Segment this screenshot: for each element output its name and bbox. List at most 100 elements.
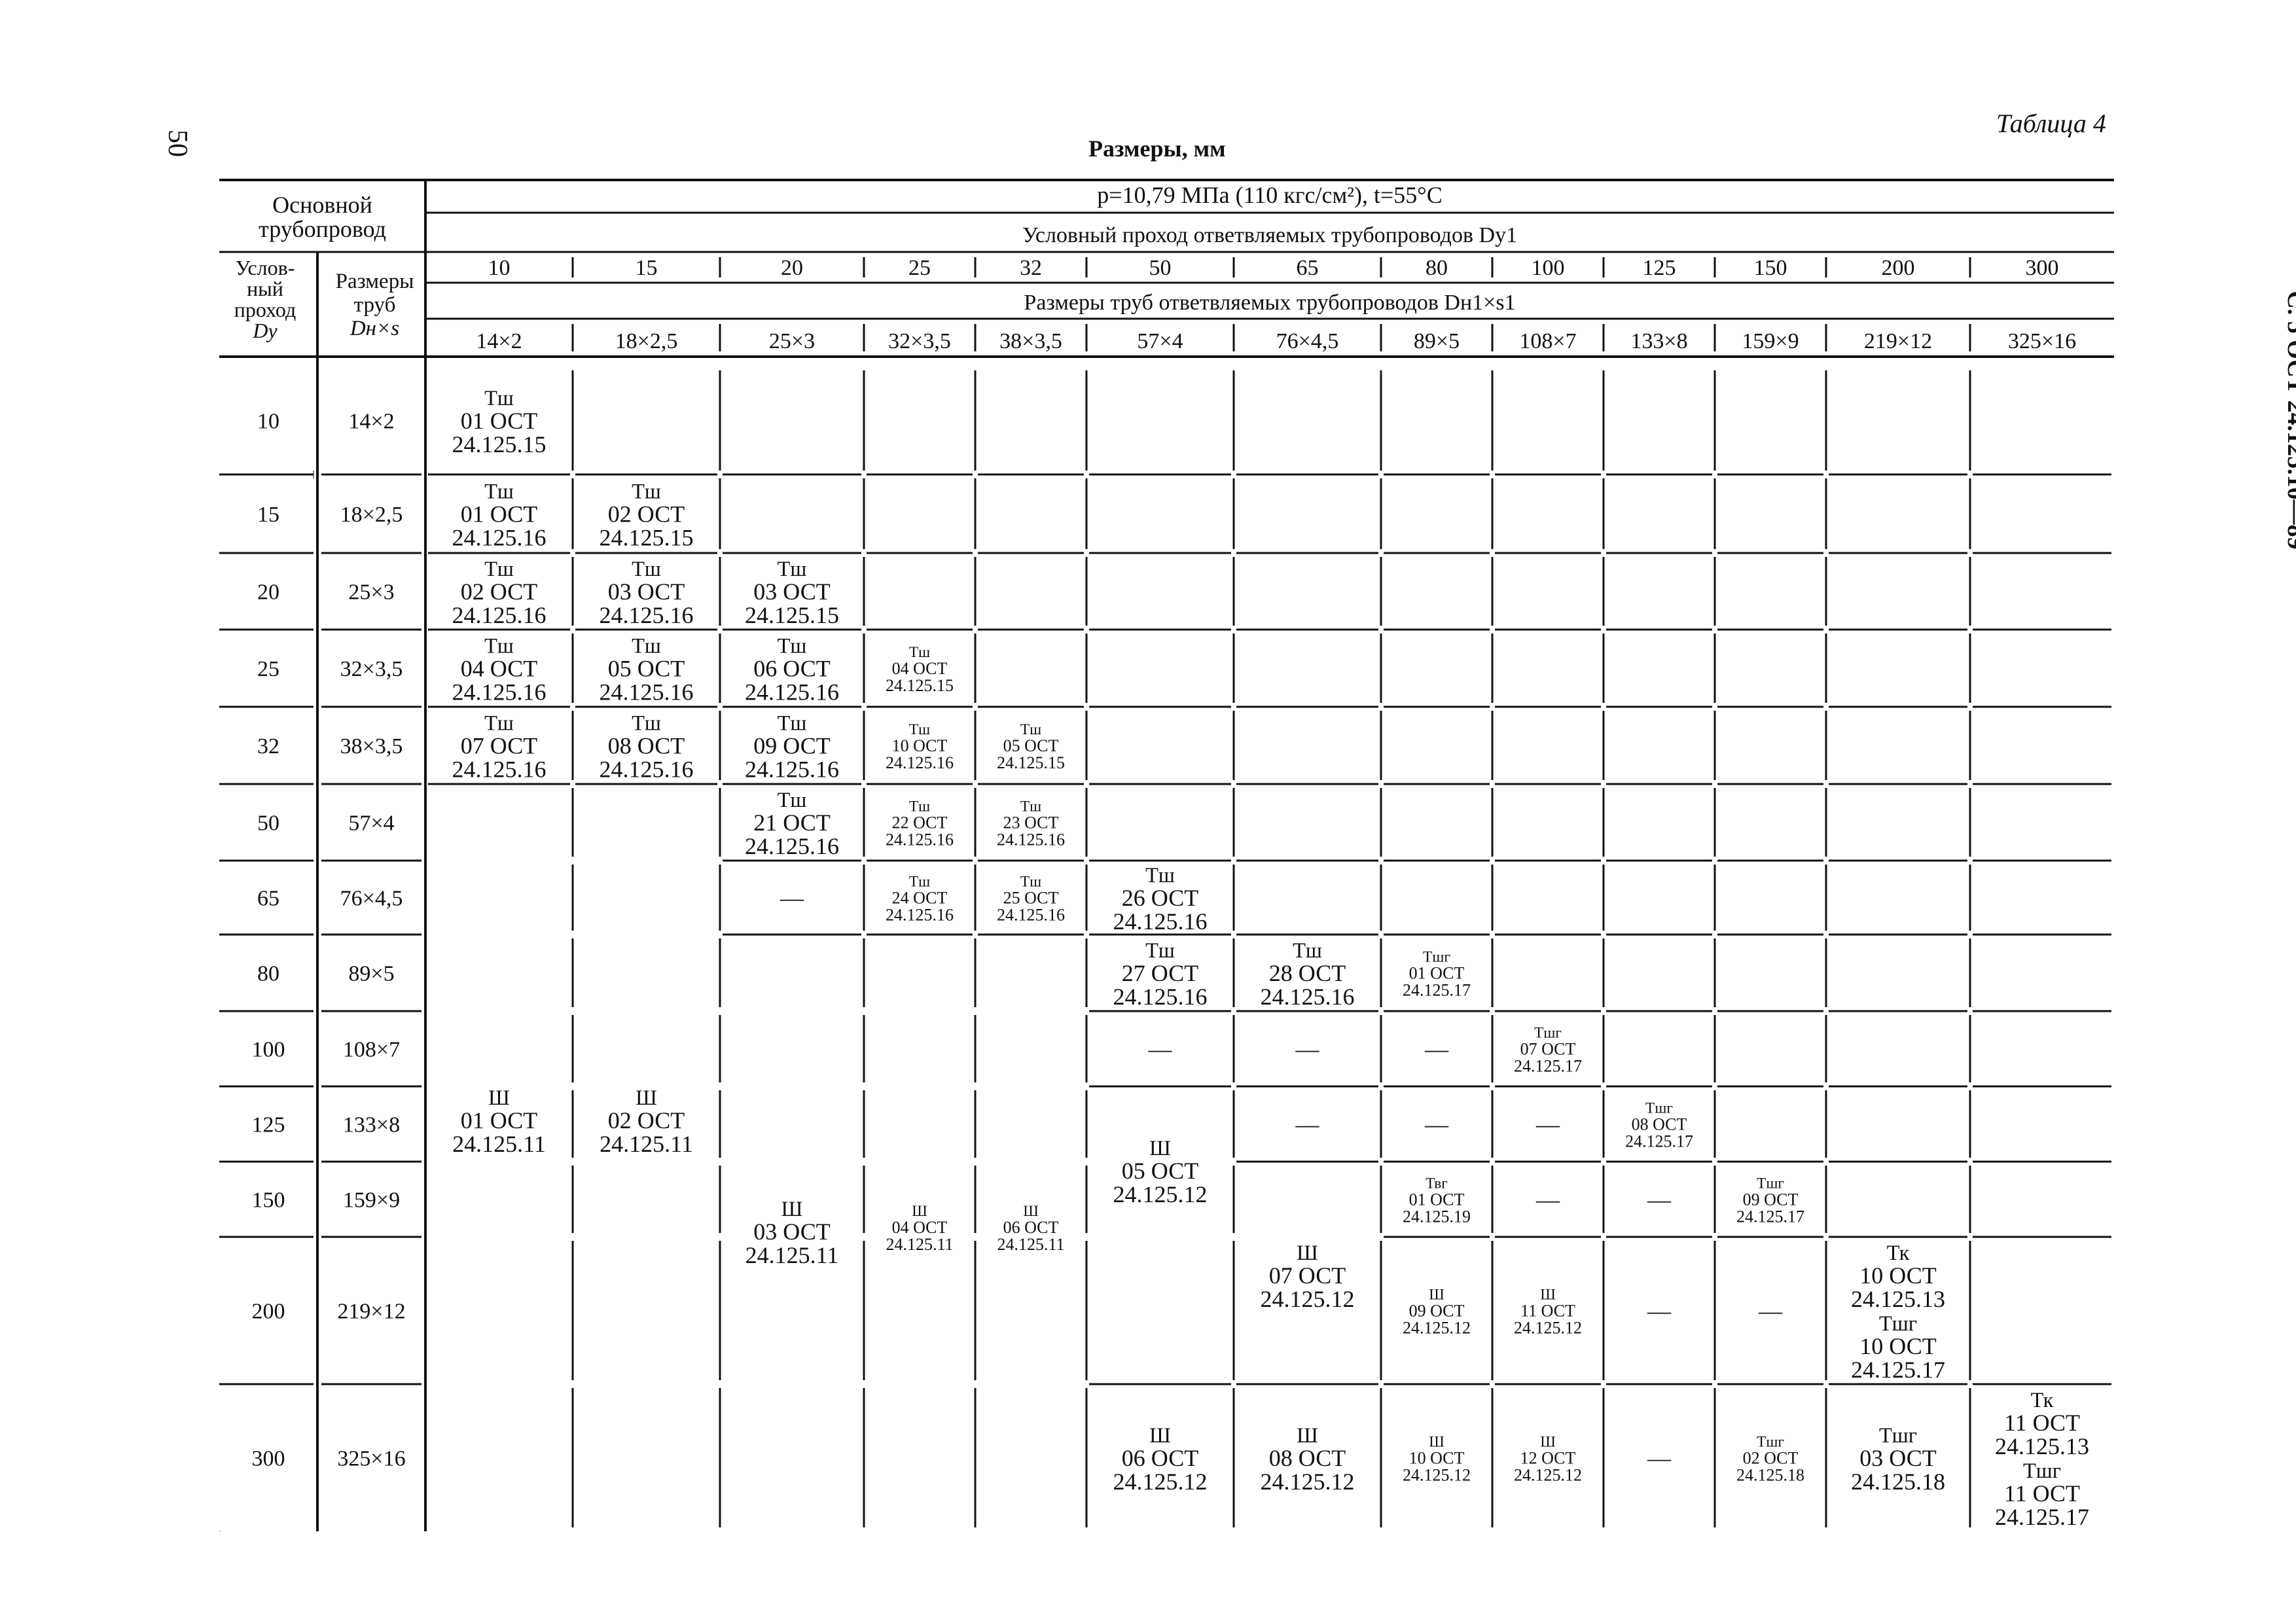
- fitting-designation: 24.125.12: [1514, 1319, 1582, 1338]
- fitting-designation: 24.125.11: [745, 1242, 839, 1268]
- fitting-designation: 24.125.18: [1736, 1466, 1804, 1485]
- fitting-designation: 24.125.16: [452, 757, 547, 783]
- fitting-designation: Тш: [909, 644, 930, 661]
- fitting-designation: Тш: [909, 721, 930, 738]
- fitting-designation: 07 ОСТ: [461, 733, 537, 759]
- branch-size-value: 32×3,5: [888, 329, 951, 353]
- fitting-designation: Твг: [1426, 1175, 1448, 1192]
- fitting-designation: Тш: [484, 480, 514, 504]
- fitting-designation: Ш: [1297, 1241, 1318, 1265]
- fitting-designation: 24.125.12: [1113, 1469, 1208, 1495]
- fitting-designation: 24.125.16: [1261, 984, 1355, 1010]
- row-size: 18×2,5: [340, 503, 403, 527]
- fitting-designation: Тш: [1020, 798, 1041, 815]
- row-dn: 100: [252, 1038, 285, 1062]
- branch-size-value: 133×8: [1630, 329, 1687, 353]
- fitting-designation: 24.125.16: [745, 679, 839, 705]
- fitting-designation: 24.125.16: [1113, 908, 1208, 935]
- empty-dash: —: [1295, 1111, 1320, 1137]
- row-size: 14×2: [348, 410, 394, 434]
- fitting-designation: 11 ОСТ: [2004, 1410, 2080, 1436]
- fitting-designation: 03 ОСТ: [1859, 1445, 1936, 1471]
- row-dn: 50: [257, 812, 279, 836]
- row-size: 89×5: [348, 962, 394, 986]
- fitting-designation: 24.125.16: [997, 830, 1065, 849]
- empty-dash: —: [1148, 1036, 1173, 1062]
- branch-size-value: 159×9: [1742, 329, 1799, 353]
- row-size: 219×12: [337, 1300, 405, 1324]
- fitting-designation: 08 ОСТ: [1632, 1115, 1687, 1134]
- fitting-designation: Ш: [781, 1198, 803, 1221]
- fitting-designation: Тшг: [1423, 949, 1450, 966]
- fitting-designation: Тш: [1293, 939, 1322, 963]
- fitting-designation: Тш: [778, 712, 807, 736]
- fitting-designation: Тш: [1020, 721, 1041, 738]
- fitting-designation: 24.125.16: [600, 757, 694, 783]
- fitting-designation: 24.125.16: [452, 679, 547, 705]
- fitting-designation: 07 ОСТ: [1520, 1040, 1576, 1059]
- main-pipe-header: Основной: [272, 192, 372, 218]
- fitting-designation: Тш: [778, 789, 807, 812]
- fitting-designation: Ш: [488, 1086, 510, 1110]
- fitting-designation: 02 ОСТ: [608, 501, 685, 527]
- branch-dn-value: 200: [1882, 256, 1915, 280]
- fitting-designation: Тш: [909, 798, 930, 815]
- empty-dash: —: [1758, 1298, 1783, 1324]
- fitting-designation: 24.125.12: [1514, 1466, 1582, 1485]
- fitting-designation: 24.125.11: [997, 1235, 1064, 1254]
- fitting-designation: Ш: [1540, 1434, 1556, 1451]
- fitting-designation: Тш: [484, 635, 514, 658]
- fitting-designation: 10 ОСТ: [1859, 1262, 1936, 1289]
- branch-dn-value: 125: [1643, 256, 1676, 280]
- branch-size-value: 25×3: [769, 329, 815, 353]
- fitting-designation: 01 ОСТ: [461, 1107, 537, 1133]
- fitting-designation: 24.125.15: [745, 602, 839, 628]
- fitting-designation: Ш: [636, 1086, 657, 1110]
- fitting-designation: 01 ОСТ: [1409, 964, 1465, 983]
- fitting-designation: 06 ОСТ: [1122, 1445, 1198, 1471]
- fitting-designation: Тш: [484, 712, 514, 736]
- fitting-designation: Тш: [632, 712, 661, 736]
- row-dn: 20: [257, 580, 279, 605]
- fitting-designation: 09 ОСТ: [1409, 1302, 1465, 1321]
- empty-dash: —: [1535, 1186, 1560, 1213]
- fitting-designation: Тк: [2031, 1389, 2054, 1412]
- fitting-designation: 24.125.16: [886, 753, 954, 772]
- fitting-designation: 10 ОСТ: [1409, 1449, 1465, 1468]
- fitting-designation: 24.125.12: [1261, 1286, 1355, 1312]
- size-header: Dн×s: [350, 317, 399, 340]
- dn-header: Dу: [252, 319, 278, 342]
- empty-dash: —: [1647, 1298, 1672, 1324]
- fitting-designation: Ш: [1149, 1137, 1171, 1160]
- fitting-designation: Тшг: [1879, 1424, 1917, 1448]
- branch-dn-value: 50: [1149, 256, 1172, 280]
- fitting-designation: Тш: [632, 635, 661, 658]
- fitting-designation: 24.125.17: [1736, 1207, 1804, 1226]
- fitting-designation: 11 ОСТ: [2004, 1480, 2080, 1507]
- branch-dn-value: 25: [908, 256, 931, 280]
- row-size: 159×9: [343, 1188, 400, 1213]
- dn-header: Услов-: [236, 256, 295, 279]
- fitting-designation: 03 ОСТ: [753, 579, 830, 605]
- row-size: 325×16: [337, 1447, 405, 1471]
- empty-dash: —: [1647, 1445, 1672, 1471]
- empty-dash: —: [1535, 1111, 1560, 1137]
- fitting-designation: Тш: [1145, 939, 1175, 963]
- fitting-designation: 08 ОСТ: [608, 733, 685, 759]
- branch-size-value: 57×4: [1137, 329, 1183, 353]
- dn-header: ный: [247, 277, 283, 300]
- row-dn: 80: [257, 962, 279, 986]
- fitting-designation: 24.125.16: [600, 679, 694, 705]
- fitting-designation: 26 ОСТ: [1122, 885, 1198, 911]
- size-header: труб: [354, 293, 396, 317]
- branch-dn-value: 65: [1297, 256, 1319, 280]
- row-dn: 32: [257, 734, 279, 758]
- row-dn: 300: [252, 1447, 285, 1471]
- branch-size-value: 89×5: [1414, 329, 1460, 353]
- pressure-header: p=10,79 МПа (110 кгс/см²), t=55°C: [1097, 182, 1442, 208]
- branch-dn-value: 150: [1754, 256, 1787, 280]
- fitting-designation: 24.125.16: [600, 602, 694, 628]
- fitting-designation: 01 ОСТ: [461, 501, 537, 527]
- fitting-designation: Ш: [912, 1203, 927, 1220]
